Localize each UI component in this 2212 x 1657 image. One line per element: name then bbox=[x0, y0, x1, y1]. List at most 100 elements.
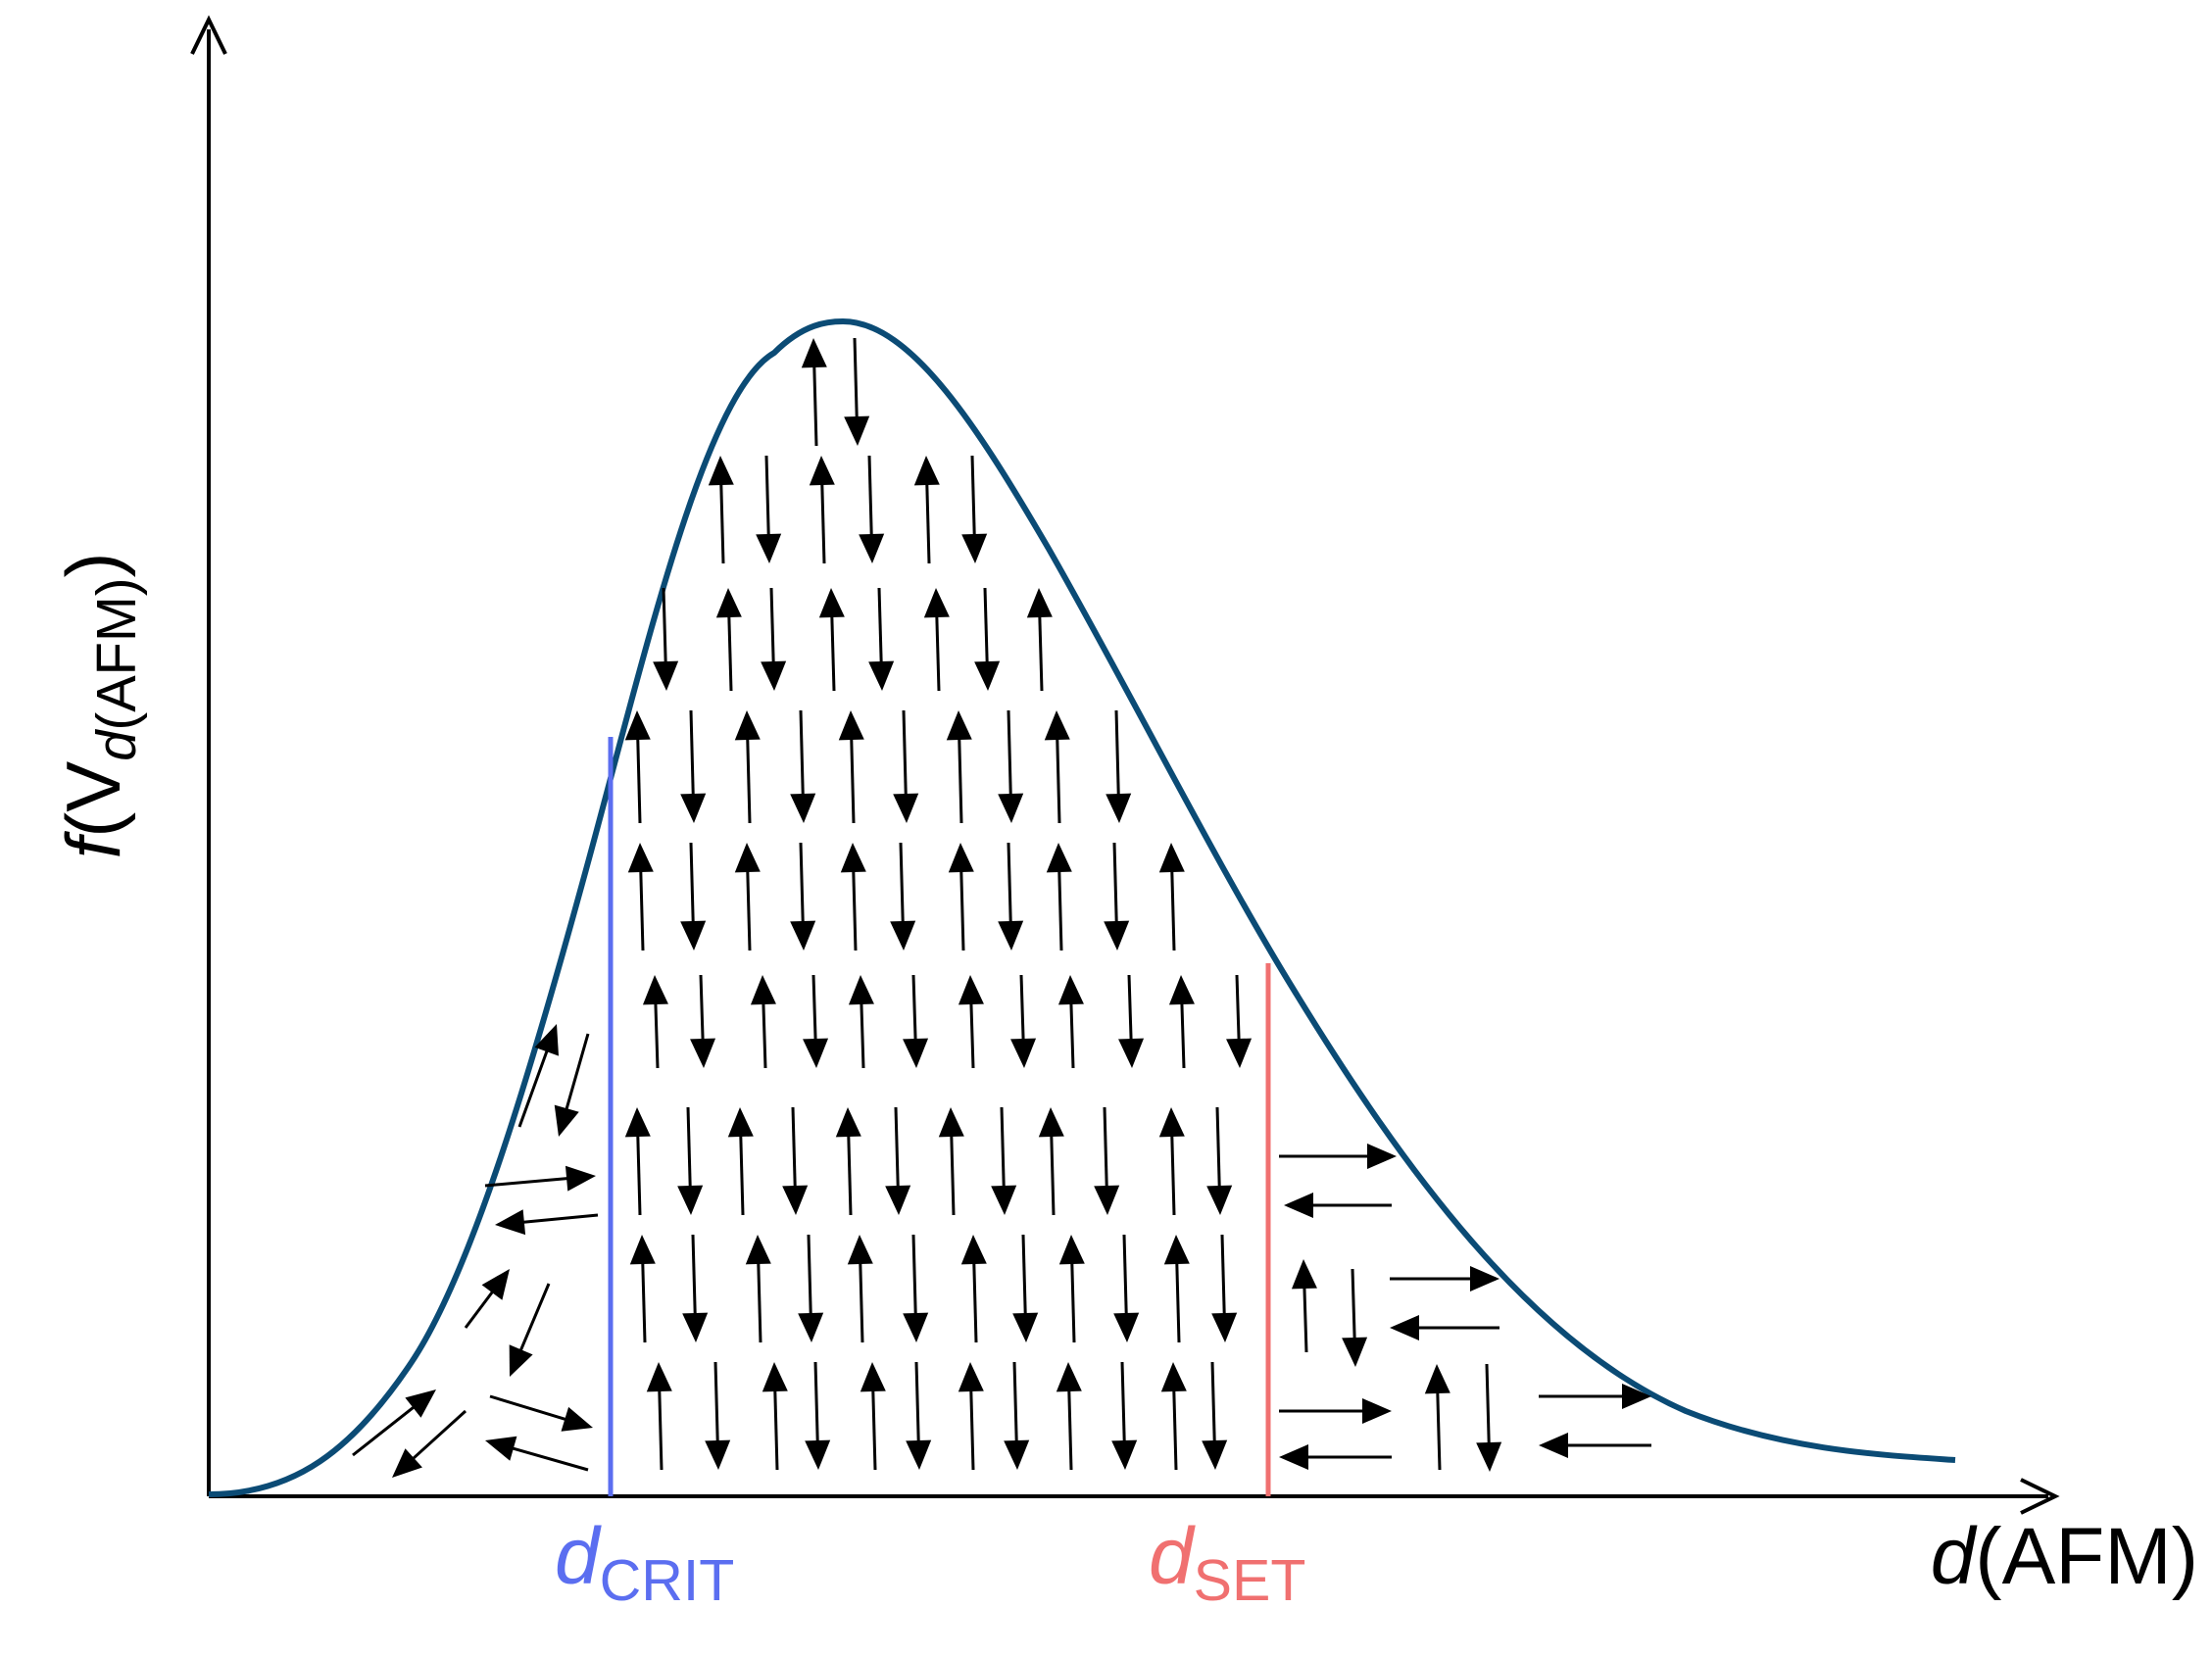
spin-down-arrow-62 bbox=[682, 1234, 709, 1342]
spin-down-arrow-48 bbox=[1226, 974, 1253, 1068]
y-axis-func: f bbox=[50, 837, 136, 859]
y-axis-sub-rest: (AFM) bbox=[84, 577, 147, 731]
spin-up-arrow-71 bbox=[1163, 1235, 1190, 1343]
spin-down-arrow-74 bbox=[705, 1361, 731, 1470]
spin-down-arrow-56 bbox=[991, 1106, 1017, 1215]
spin-down-arrow-64 bbox=[798, 1234, 824, 1342]
spin-down-arrow-68 bbox=[1012, 1234, 1039, 1342]
spin-down-arrow-76 bbox=[805, 1361, 831, 1470]
spin-down-arrow-7 bbox=[961, 455, 988, 563]
spin-up-arrow-77 bbox=[860, 1362, 886, 1471]
spin-up-arrow-53 bbox=[835, 1107, 861, 1216]
spin-up-arrow-43 bbox=[958, 975, 984, 1069]
spin-up-arrow-9 bbox=[715, 588, 742, 692]
spin-down-arrow-1 bbox=[844, 337, 870, 446]
spin-tilted-arrow-103 bbox=[352, 1389, 436, 1457]
spin-down-arrow-23 bbox=[998, 709, 1024, 823]
spin-down-arrow-38 bbox=[690, 974, 716, 1068]
spin-down-arrow-58 bbox=[1094, 1106, 1120, 1215]
spin-down-arrow-40 bbox=[803, 974, 829, 1068]
spin-down-arrow-12 bbox=[868, 587, 895, 691]
y-axis-open-paren: ( bbox=[50, 811, 136, 838]
spin-up-arrow-13 bbox=[923, 588, 950, 692]
spin-up-arrow-37 bbox=[642, 975, 668, 1069]
spin-tilted-arrow-102 bbox=[509, 1283, 551, 1377]
spin-tilted-arrow-97 bbox=[517, 1024, 560, 1128]
spin-down-arrow-35 bbox=[1104, 842, 1130, 950]
d-crit-var: d bbox=[555, 1512, 600, 1601]
spin-horizontal-arrow-93 bbox=[1279, 1398, 1392, 1424]
spin-up-arrow-0 bbox=[801, 338, 827, 447]
d-crit-sub: CRIT bbox=[599, 1547, 735, 1613]
spin-down-arrow-5 bbox=[859, 455, 885, 563]
spin-down-arrow-42 bbox=[903, 974, 929, 1068]
spin-down-arrow-44 bbox=[1010, 974, 1037, 1068]
spin-up-arrow-6 bbox=[913, 456, 940, 564]
spin-down-arrow-33 bbox=[998, 842, 1024, 950]
spin-up-arrow-39 bbox=[750, 975, 776, 1069]
spin-down-arrow-17 bbox=[680, 709, 707, 823]
spin-up-arrow-63 bbox=[745, 1235, 771, 1343]
spin-up-arrow-85 bbox=[1291, 1259, 1317, 1353]
d-set-var: d bbox=[1149, 1512, 1194, 1601]
spin-horizontal-arrow-94 bbox=[1279, 1444, 1392, 1470]
x-axis-var: d bbox=[1930, 1512, 1976, 1601]
spin-down-arrow-72 bbox=[1211, 1234, 1238, 1342]
spin-horizontal-arrow-89 bbox=[1279, 1144, 1397, 1169]
spin-down-arrow-19 bbox=[790, 709, 816, 823]
spin-down-arrow-66 bbox=[903, 1234, 929, 1342]
spin-down-arrow-29 bbox=[790, 842, 816, 950]
spin-down-arrow-60 bbox=[1206, 1106, 1233, 1215]
spin-up-arrow-18 bbox=[734, 710, 761, 824]
x-axis-arrowhead bbox=[2020, 1478, 2060, 1515]
spin-up-arrow-65 bbox=[847, 1235, 873, 1343]
spin-up-arrow-2 bbox=[708, 456, 734, 564]
spin-horizontal-arrow-96 bbox=[1539, 1433, 1651, 1458]
y-axis-sub-var: d bbox=[84, 730, 147, 761]
spin-tilted-arrow-100 bbox=[495, 1209, 599, 1236]
spin-down-arrow-21 bbox=[893, 709, 919, 823]
spin-up-arrow-57 bbox=[1038, 1107, 1064, 1216]
spin-tilted-arrow-101 bbox=[464, 1269, 510, 1329]
spin-up-arrow-11 bbox=[818, 588, 845, 692]
spin-tilted-arrow-106 bbox=[485, 1436, 589, 1472]
spin-down-arrow-52 bbox=[782, 1106, 809, 1215]
spin-up-arrow-32 bbox=[948, 843, 974, 951]
spin-up-arrow-75 bbox=[762, 1362, 788, 1471]
spin-down-arrow-82 bbox=[1111, 1361, 1138, 1470]
spin-up-arrow-55 bbox=[938, 1107, 964, 1216]
d-crit-label: dCRIT bbox=[555, 1517, 734, 1610]
x-axis-label: d(AFM) bbox=[1931, 1517, 2198, 1597]
d-set-label: dSET bbox=[1149, 1517, 1305, 1610]
spin-up-arrow-69 bbox=[1058, 1235, 1085, 1343]
spin-up-arrow-15 bbox=[1026, 588, 1053, 692]
spin-tilted-arrow-105 bbox=[489, 1394, 593, 1432]
spin-down-arrow-80 bbox=[1004, 1361, 1030, 1470]
spin-down-arrow-86 bbox=[1342, 1268, 1368, 1367]
spin-up-arrow-45 bbox=[1057, 975, 1084, 1069]
distribution-curve bbox=[208, 317, 1956, 1497]
d-set-sub: SET bbox=[1193, 1547, 1306, 1613]
spin-up-arrow-20 bbox=[838, 710, 864, 824]
spin-down-arrow-46 bbox=[1118, 974, 1145, 1068]
y-axis-v: V bbox=[50, 760, 136, 812]
spin-up-arrow-49 bbox=[624, 1107, 651, 1216]
spin-down-arrow-25 bbox=[1106, 709, 1132, 823]
spin-down-arrow-88 bbox=[1476, 1363, 1502, 1472]
spin-up-arrow-73 bbox=[646, 1362, 672, 1471]
spin-down-arrow-14 bbox=[974, 587, 1001, 691]
spin-horizontal-arrow-95 bbox=[1539, 1384, 1651, 1409]
spin-up-arrow-41 bbox=[848, 975, 874, 1069]
spin-up-arrow-30 bbox=[840, 843, 866, 951]
spin-up-arrow-36 bbox=[1158, 843, 1185, 951]
spin-up-arrow-67 bbox=[960, 1235, 987, 1343]
spin-up-arrow-47 bbox=[1168, 975, 1195, 1069]
spin-tilted-arrow-99 bbox=[484, 1165, 596, 1192]
spin-up-arrow-4 bbox=[809, 456, 835, 564]
y-axis-label: f(Vd(AFM)) bbox=[50, 553, 147, 859]
spin-down-arrow-10 bbox=[761, 587, 787, 691]
spin-down-arrow-31 bbox=[890, 842, 916, 950]
spin-down-arrow-54 bbox=[885, 1106, 911, 1215]
spin-up-arrow-61 bbox=[629, 1235, 656, 1343]
